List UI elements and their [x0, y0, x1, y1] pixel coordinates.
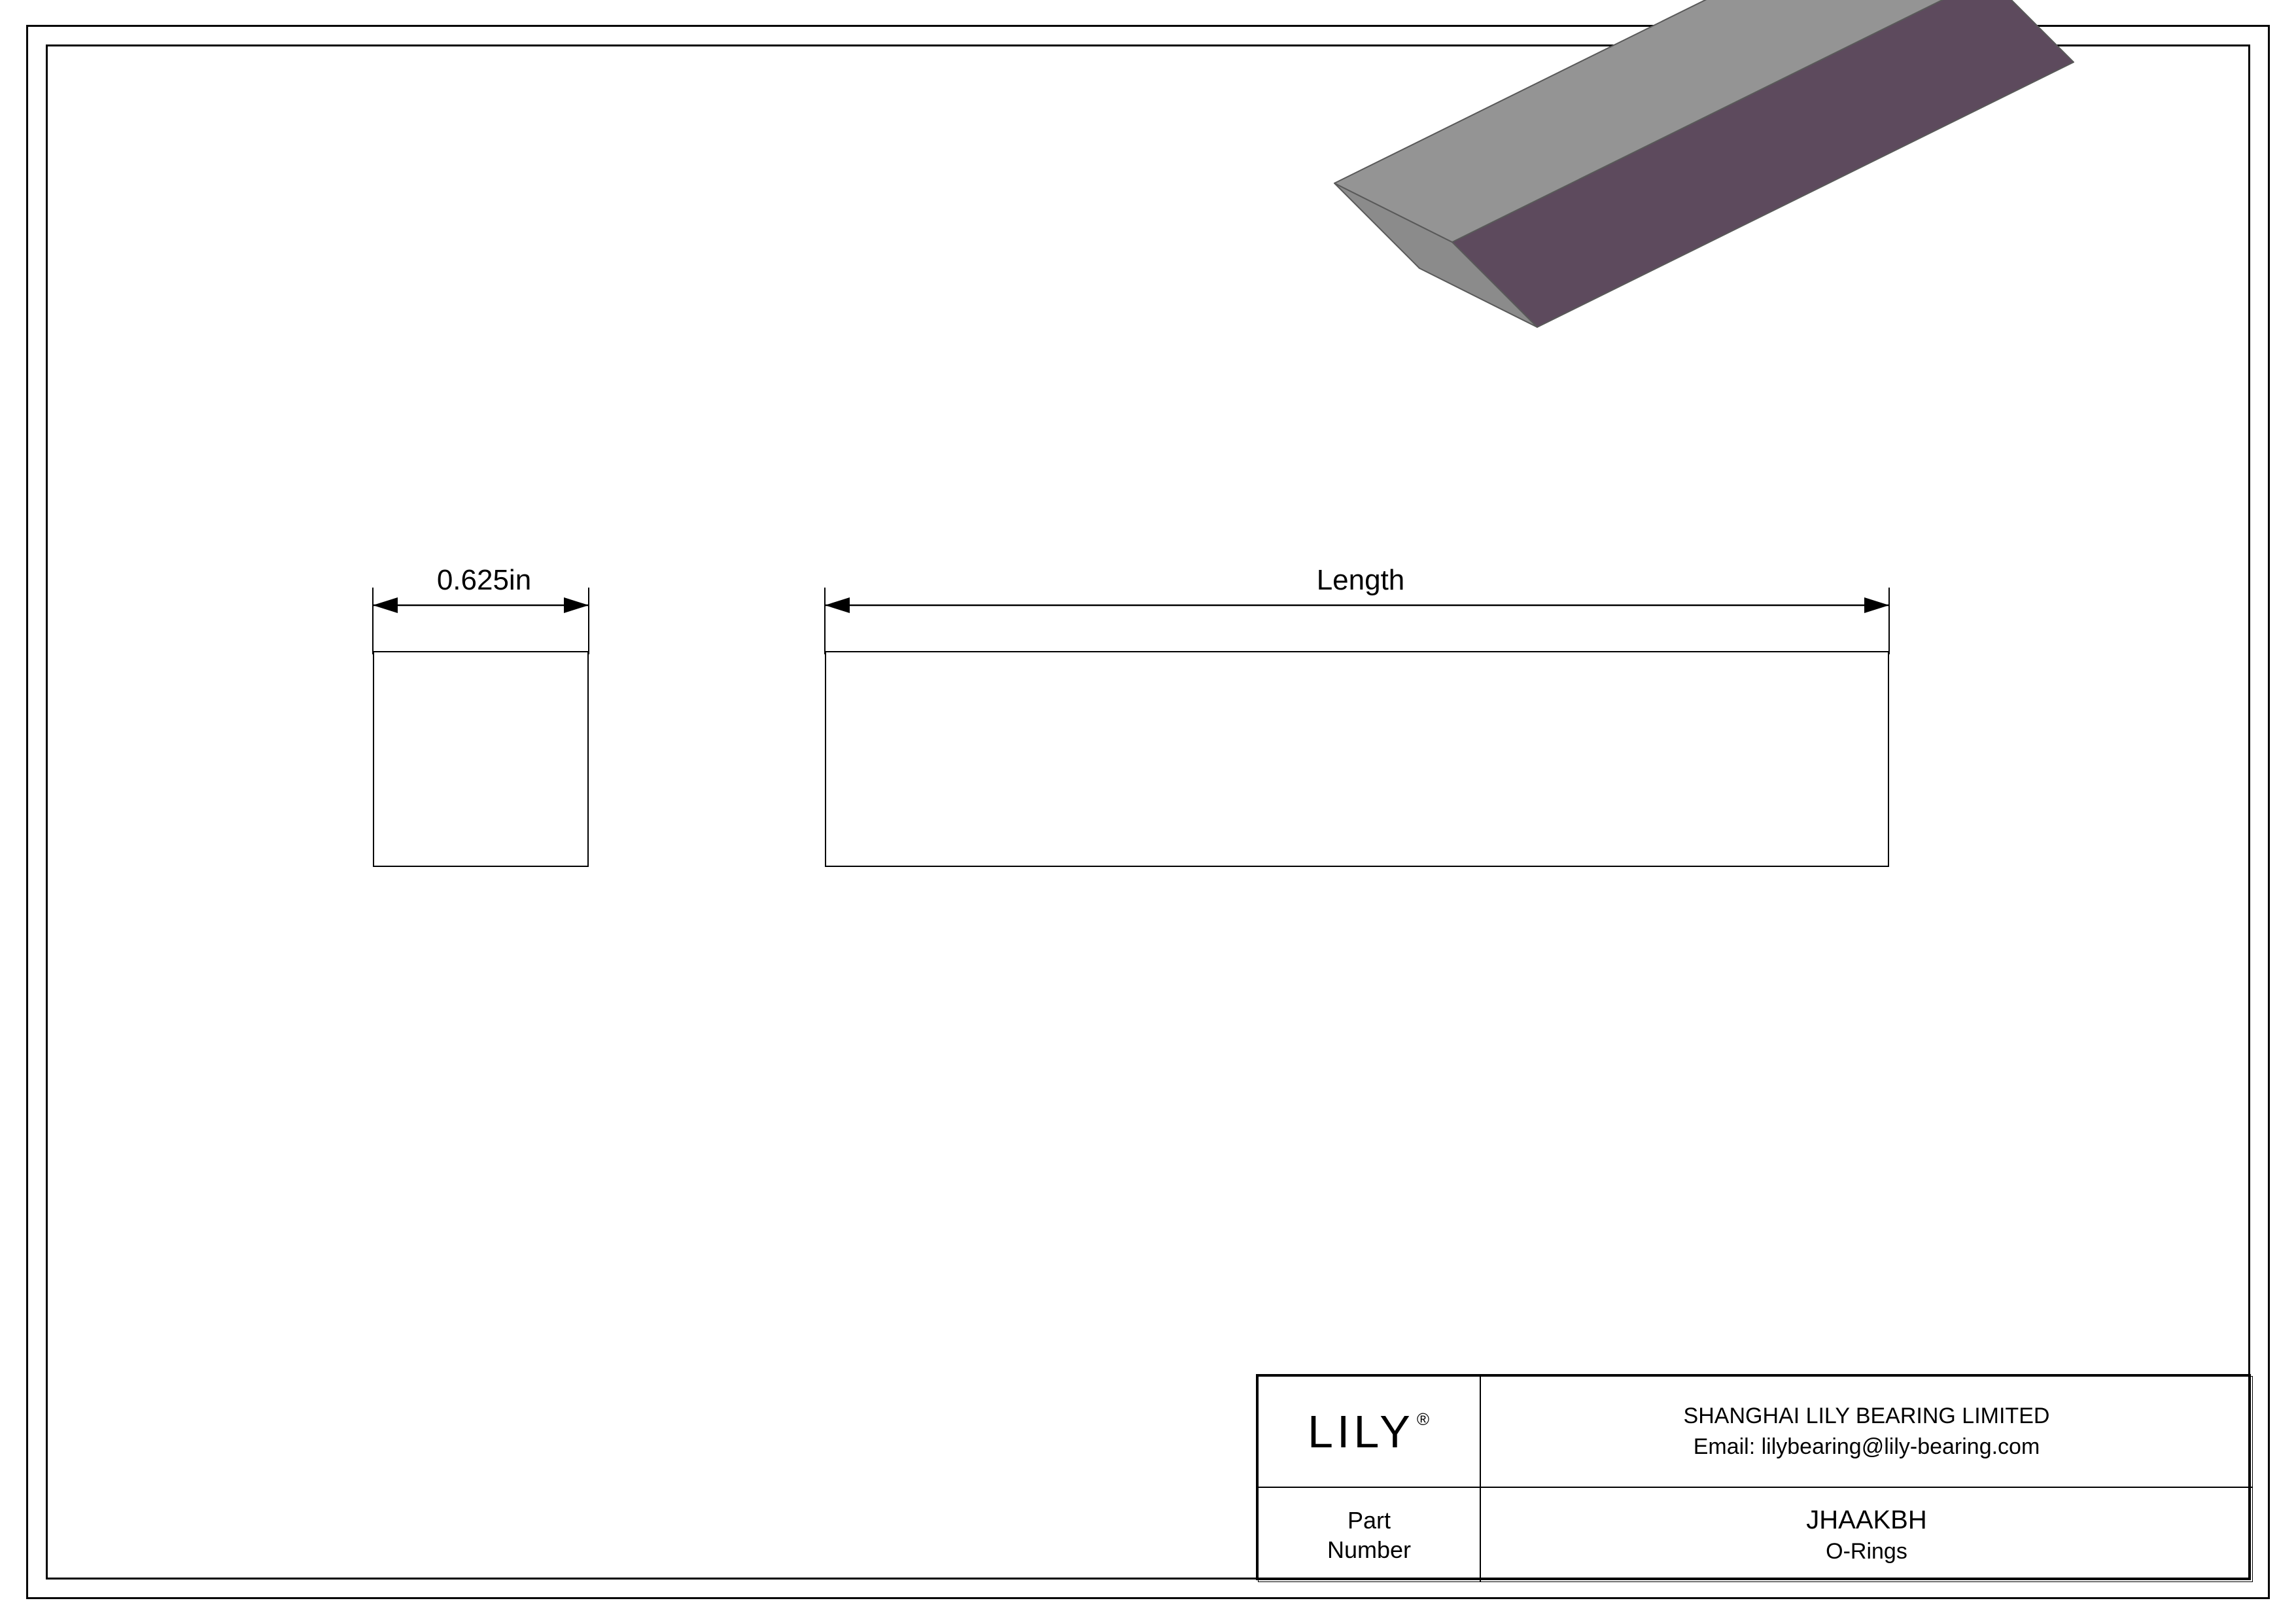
- drawing-sheet: 0.625in Length LILY® SHANGHAI LILY BEARI…: [0, 0, 2296, 1624]
- title-block-company-cell: SHANGHAI LILY BEARING LIMITED Email: lil…: [1480, 1376, 2253, 1487]
- part-label-line1: Part: [1348, 1507, 1391, 1534]
- front-dimension-label: 0.625in: [425, 564, 543, 597]
- title-block-partlabel-cell: Part Number: [1258, 1487, 1480, 1582]
- company-name: SHANGHAI LILY BEARING LIMITED: [1684, 1403, 2050, 1429]
- part-label-line2: Number: [1327, 1536, 1411, 1563]
- title-block-logo-cell: LILY®: [1258, 1376, 1480, 1487]
- registered-mark: ®: [1417, 1409, 1433, 1429]
- lily-logo-text: LILY: [1308, 1406, 1414, 1457]
- part-type: O-Rings: [1826, 1539, 1907, 1564]
- lily-logo: LILY®: [1308, 1405, 1431, 1458]
- company-email: Email: lilybearing@lily-bearing.com: [1694, 1434, 2040, 1460]
- title-block: LILY® SHANGHAI LILY BEARING LIMITED Emai…: [1256, 1374, 2251, 1580]
- part-number-label: Part Number: [1327, 1506, 1411, 1564]
- title-block-partnum-cell: JHAAKBH O-Rings: [1480, 1487, 2253, 1582]
- side-dimension-label: Length: [1295, 564, 1426, 597]
- part-number: JHAAKBH: [1806, 1506, 1927, 1535]
